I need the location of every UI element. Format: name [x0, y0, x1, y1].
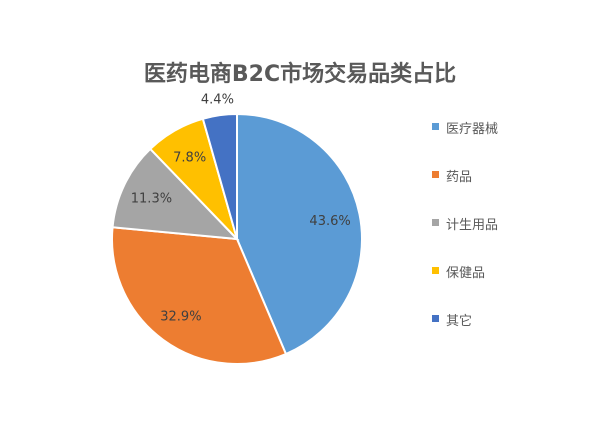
legend-item: 保健品: [432, 262, 498, 310]
legend-swatch: [432, 219, 439, 226]
data-label: 11.3%: [131, 192, 172, 207]
legend-label: 其它: [446, 314, 473, 329]
pie-slice-4: [201, 112, 238, 240]
data-label: 43.6%: [309, 214, 350, 229]
pie-slice-1: [111, 226, 288, 365]
data-label: 32.9%: [160, 310, 201, 325]
data-label: 7.8%: [173, 151, 206, 166]
data-label: 4.4%: [201, 92, 234, 107]
legend-swatch: [432, 171, 439, 178]
legend-item: 其它: [432, 310, 498, 358]
legend-swatch: [432, 267, 439, 274]
legend-label: 医疗器械: [446, 122, 499, 137]
legend-swatch: [432, 315, 439, 322]
pie-slice-2: [111, 147, 240, 241]
chart-title: 医药电商B2C市场交易品类占比: [143, 62, 457, 87]
legend-label: 保健品: [446, 266, 486, 281]
legend-swatch: [432, 123, 439, 130]
legend: 医疗器械药品计生用品保健品其它: [432, 118, 498, 358]
legend-item: 医疗器械: [432, 118, 498, 166]
legend-item: 药品: [432, 166, 498, 214]
pie-slice-0: [236, 112, 363, 356]
legend-label: 计生用品: [446, 218, 499, 233]
legend-item: 计生用品: [432, 214, 498, 262]
legend-label: 药品: [446, 170, 473, 185]
